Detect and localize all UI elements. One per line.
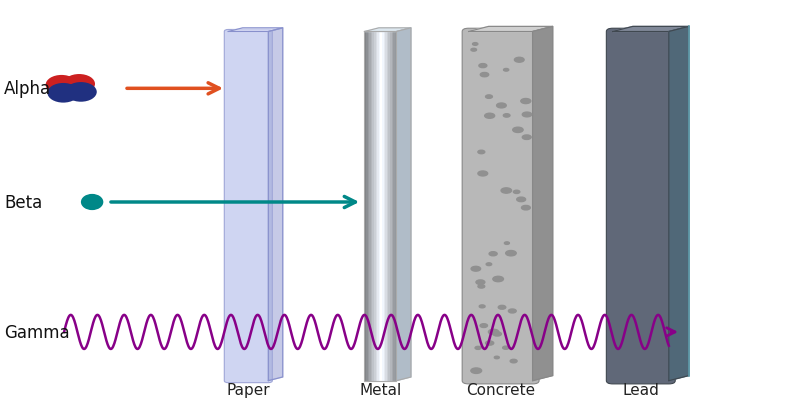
Bar — [364, 32, 366, 381]
Circle shape — [489, 252, 497, 256]
Circle shape — [513, 128, 523, 133]
Ellipse shape — [81, 194, 103, 211]
Circle shape — [510, 359, 517, 363]
Circle shape — [485, 96, 493, 99]
Text: Paper: Paper — [227, 382, 270, 397]
Bar — [379, 32, 380, 381]
Circle shape — [517, 198, 525, 202]
Text: Concrete: Concrete — [466, 382, 535, 397]
Bar — [371, 32, 372, 381]
Ellipse shape — [63, 75, 95, 94]
Polygon shape — [228, 29, 283, 32]
Circle shape — [513, 191, 520, 194]
Circle shape — [505, 242, 509, 245]
Circle shape — [479, 64, 487, 68]
Circle shape — [489, 329, 499, 335]
Bar — [385, 32, 387, 381]
Bar — [374, 32, 376, 381]
Circle shape — [485, 114, 495, 119]
Ellipse shape — [46, 76, 78, 95]
Circle shape — [503, 346, 509, 350]
Bar — [372, 32, 374, 381]
Circle shape — [471, 49, 477, 52]
Bar — [368, 32, 369, 381]
Circle shape — [476, 280, 485, 285]
Bar — [384, 32, 385, 381]
Circle shape — [522, 113, 532, 117]
Circle shape — [497, 104, 506, 109]
Text: Gamma: Gamma — [4, 323, 70, 341]
FancyBboxPatch shape — [606, 29, 675, 384]
Bar — [392, 32, 393, 381]
Circle shape — [505, 251, 516, 256]
Circle shape — [471, 368, 481, 373]
Circle shape — [504, 69, 509, 72]
Bar — [387, 32, 388, 381]
Bar — [395, 32, 396, 381]
Circle shape — [514, 58, 524, 63]
Polygon shape — [364, 29, 411, 32]
FancyBboxPatch shape — [462, 29, 539, 384]
Bar — [376, 32, 377, 381]
Circle shape — [521, 206, 530, 210]
Bar — [388, 32, 390, 381]
Circle shape — [521, 99, 531, 104]
Circle shape — [478, 151, 485, 154]
Text: Beta: Beta — [4, 194, 42, 211]
Ellipse shape — [65, 83, 97, 102]
Circle shape — [481, 73, 489, 77]
Circle shape — [498, 306, 505, 309]
Circle shape — [479, 305, 485, 308]
Polygon shape — [469, 28, 553, 32]
Circle shape — [522, 136, 531, 140]
Bar — [390, 32, 392, 381]
Circle shape — [475, 347, 481, 350]
Ellipse shape — [47, 84, 79, 103]
Circle shape — [493, 277, 504, 282]
Text: Lead: Lead — [622, 382, 659, 397]
Circle shape — [493, 332, 501, 336]
Circle shape — [473, 43, 478, 46]
Circle shape — [494, 356, 499, 359]
Bar — [382, 32, 384, 381]
Bar — [364, 32, 396, 381]
Bar — [377, 32, 379, 381]
Polygon shape — [268, 29, 283, 381]
Polygon shape — [533, 28, 553, 381]
Bar — [369, 32, 371, 381]
Circle shape — [478, 285, 485, 288]
Circle shape — [480, 324, 488, 328]
Circle shape — [501, 188, 512, 194]
Circle shape — [486, 263, 492, 266]
Circle shape — [478, 172, 488, 177]
Polygon shape — [669, 28, 689, 381]
Text: Metal: Metal — [360, 382, 401, 397]
Polygon shape — [613, 28, 689, 32]
Polygon shape — [396, 29, 411, 381]
Bar — [366, 32, 368, 381]
FancyBboxPatch shape — [224, 30, 272, 383]
Bar — [380, 32, 382, 381]
Bar — [393, 32, 395, 381]
Circle shape — [485, 341, 493, 345]
Circle shape — [471, 266, 481, 271]
Circle shape — [509, 309, 516, 313]
Circle shape — [503, 115, 510, 118]
Text: Alpha: Alpha — [4, 80, 51, 98]
